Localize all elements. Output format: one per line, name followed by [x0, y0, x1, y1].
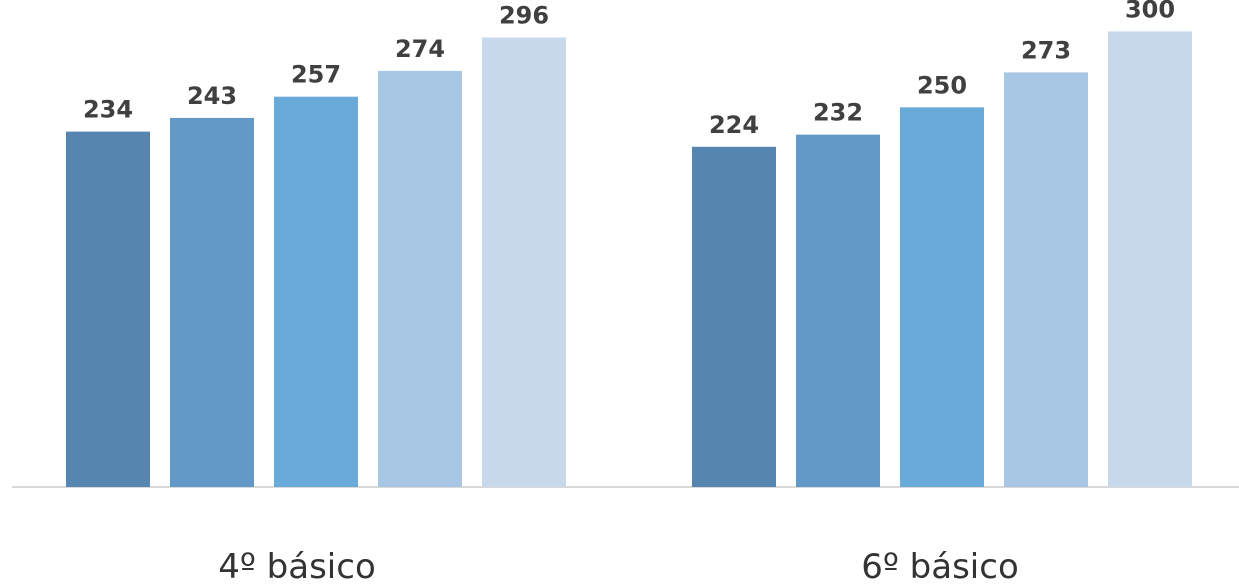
bar-group-2-series-5	[1108, 31, 1192, 487]
value-label-group-2-series-3: 250	[917, 71, 967, 99]
value-label-group-2-series-5: 300	[1125, 0, 1175, 23]
bar-group-1-series-5	[482, 37, 566, 487]
value-label-group-1-series-1: 234	[83, 96, 133, 124]
value-labels-layer: 234 243 257 274 296 224 232 250 273 300	[83, 0, 1175, 139]
category-label-4-basico: 4º básico	[218, 547, 376, 586]
value-label-group-1-series-5: 296	[499, 1, 549, 29]
value-label-group-2-series-4: 273	[1021, 36, 1071, 64]
value-label-group-1-series-2: 243	[187, 82, 237, 110]
bar-group-2-series-3	[900, 107, 984, 487]
category-labels-layer: 4º básico 6º básico	[218, 547, 1019, 586]
bar-group-1-series-2	[170, 117, 254, 487]
category-label-6-basico: 6º básico	[861, 547, 1019, 586]
bar-group-2-series-4	[1004, 72, 1088, 487]
value-label-group-1-series-3: 257	[291, 61, 341, 89]
bar-group-1-series-4	[378, 70, 462, 488]
bar-group-2-series-2	[796, 134, 880, 487]
bar-group-2-series-1	[692, 146, 776, 488]
value-label-group-2-series-2: 232	[813, 99, 863, 127]
value-label-group-1-series-4: 274	[395, 35, 445, 63]
bars-layer	[66, 31, 1192, 488]
bar-group-1-series-1	[66, 131, 150, 488]
bar-group-1-series-3	[274, 96, 358, 488]
value-label-group-2-series-1: 224	[709, 111, 759, 139]
